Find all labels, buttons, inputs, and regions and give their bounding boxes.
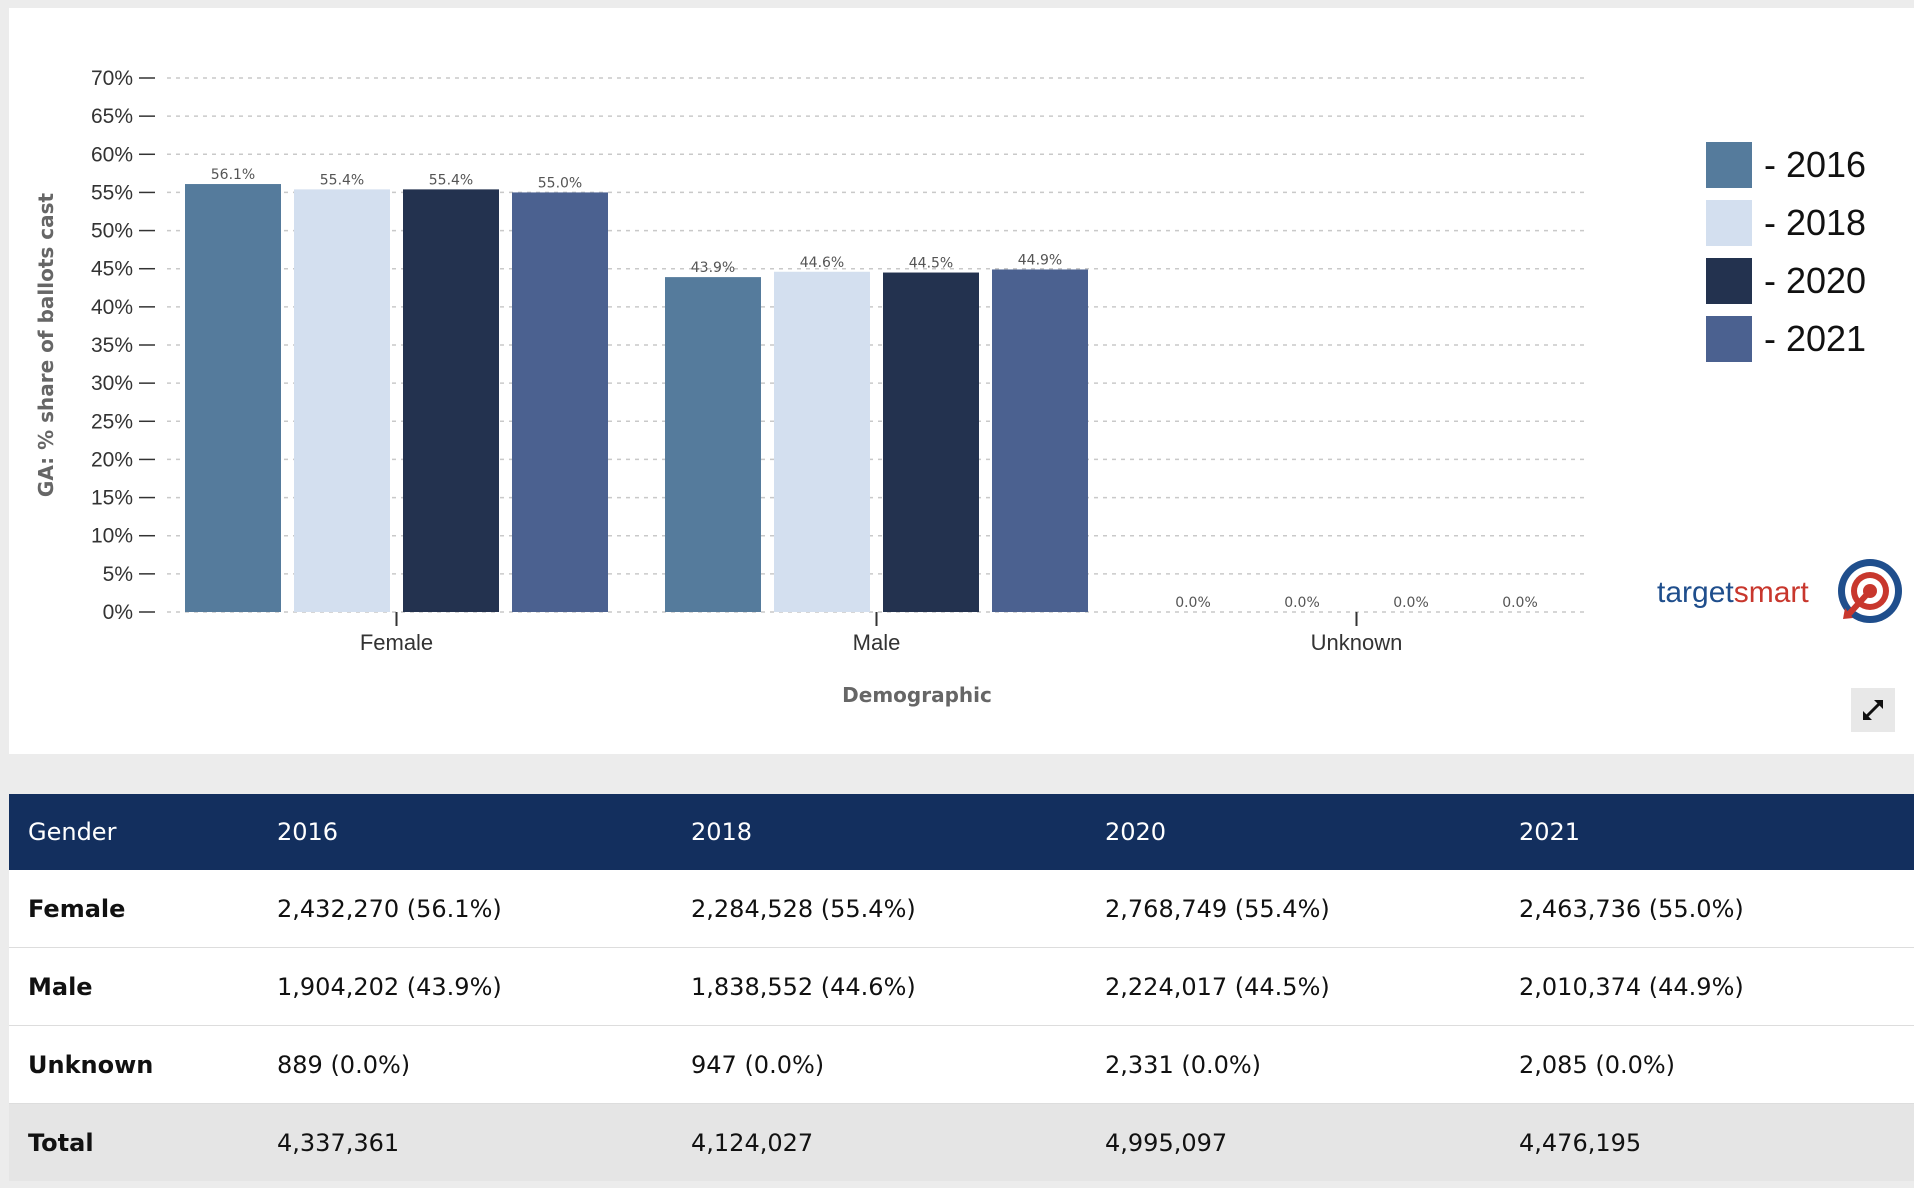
data-label: 0.0%: [1175, 595, 1211, 611]
y-tick-label: 25%: [91, 410, 133, 433]
table-cell: 4,337,361: [258, 1103, 672, 1181]
legend-item-2018: - 2018: [1706, 194, 1866, 252]
expand-button[interactable]: [1851, 688, 1895, 732]
bar-2021-female: [512, 192, 608, 612]
y-tick-label: 70%: [91, 67, 133, 90]
column-header-2018: 2018: [672, 794, 1086, 870]
data-label: 55.0%: [538, 175, 582, 191]
data-label: 55.4%: [429, 172, 473, 188]
legend-swatch: [1706, 258, 1752, 304]
logo-text-smart: smart: [1733, 576, 1809, 609]
legend-swatch: [1706, 142, 1752, 188]
legend-label: - 2020: [1764, 260, 1867, 301]
table-cell: 1,904,202 (43.9%): [258, 947, 672, 1026]
bar-2020-male: [883, 272, 979, 612]
bar-2018-male: [774, 271, 870, 612]
legend-item-2020: - 2020: [1706, 252, 1866, 310]
target-logo-icon: [1838, 559, 1902, 623]
table-row-female: Female 2,432,270 (56.1%) 2,284,528 (55.4…: [9, 870, 1914, 948]
table-cell: 889 (0.0%): [258, 1025, 672, 1104]
table-cell: 2,463,736 (55.0%): [1500, 870, 1914, 948]
table-cell: 4,476,195: [1500, 1103, 1914, 1181]
column-header-gender: Gender: [9, 794, 258, 870]
x-axis-label: Demographic: [842, 683, 992, 707]
data-label: 44.6%: [800, 255, 844, 271]
row-label: Male: [9, 947, 258, 1026]
table-cell: 2,284,528 (55.4%): [672, 870, 1086, 948]
table-cell: 2,432,270 (56.1%): [258, 870, 672, 948]
y-tick-label: 45%: [91, 258, 133, 281]
bar-2016-female: [185, 184, 281, 612]
bar-2016-male: [665, 277, 761, 612]
chart-panel: 0% 5% 10% 15% 20% 25% 30% 35% 40% 45% 50% 55% 60% 65%…: [9, 8, 1914, 754]
y-tick-label: 40%: [91, 296, 133, 319]
data-label: 0.0%: [1502, 595, 1538, 611]
table-cell: 2,768,749 (55.4%): [1086, 870, 1500, 948]
data-label: 55.4%: [320, 172, 364, 188]
legend-item-2021: - 2021: [1706, 310, 1866, 368]
legend-label: - 2018: [1764, 202, 1867, 243]
row-label: Female: [9, 870, 258, 948]
y-tick-label: 60%: [91, 143, 133, 166]
data-label: 44.9%: [1018, 252, 1062, 268]
table-row-total: Total 4,337,361 4,124,027 4,995,097 4,47…: [9, 1103, 1914, 1181]
column-header-2021: 2021: [1500, 794, 1914, 870]
y-tick-label: 20%: [91, 448, 133, 471]
data-label: 44.5%: [909, 256, 953, 272]
table-row-male: Male 1,904,202 (43.9%) 1,838,552 (44.6%)…: [9, 947, 1914, 1026]
data-label: 43.9%: [691, 260, 735, 276]
table-header-row: Gender 2016 2018 2020 2021: [9, 794, 1914, 870]
row-label: Unknown: [9, 1025, 258, 1104]
legend-swatch: [1706, 316, 1752, 362]
y-tick-label: 55%: [91, 181, 133, 204]
y-tick-label: 50%: [91, 220, 133, 243]
legend-label: - 2016: [1764, 144, 1867, 185]
bar-2021-male: [992, 269, 1088, 612]
table-cell: 4,124,027: [672, 1103, 1086, 1181]
legend-label: - 2021: [1764, 318, 1867, 359]
table-cell: 2,224,017 (44.5%): [1086, 947, 1500, 1026]
y-tick-label: 35%: [91, 334, 133, 357]
table-cell: 1,838,552 (44.6%): [672, 947, 1086, 1026]
y-tick-label: 30%: [91, 372, 133, 395]
y-axis-label: GA: % share of ballots cast: [34, 192, 58, 497]
x-tick-label: Female: [360, 630, 433, 655]
x-tick-label: Male: [853, 630, 901, 655]
y-tick-label: 10%: [91, 525, 133, 548]
bar-2018-female: [294, 189, 390, 612]
results-table: Gender 2016 2018 2020 2021 Female 2,432,…: [9, 794, 1914, 1181]
y-tick-label: 15%: [91, 487, 133, 510]
expand-arrows-icon: [1862, 699, 1884, 721]
column-header-2020: 2020: [1086, 794, 1500, 870]
y-tick-label: 0%: [103, 601, 133, 624]
table-cell: 947 (0.0%): [672, 1025, 1086, 1104]
table-cell: 2,331 (0.0%): [1086, 1025, 1500, 1104]
legend-swatch: [1706, 200, 1752, 246]
bar-2020-female: [403, 189, 499, 612]
y-tick-label: 5%: [103, 563, 133, 586]
table-row-unknown: Unknown 889 (0.0%) 947 (0.0%) 2,331 (0.0…: [9, 1025, 1914, 1104]
column-header-2016: 2016: [258, 794, 672, 870]
table-cell: 2,010,374 (44.9%): [1500, 947, 1914, 1026]
y-tick-label: 65%: [91, 105, 133, 128]
table-cell: 4,995,097: [1086, 1103, 1500, 1181]
row-label: Total: [9, 1103, 258, 1181]
targetsmart-logo: targetsmart: [1657, 556, 1902, 630]
legend-item-2016: - 2016: [1706, 136, 1866, 194]
logo-text-target: target: [1657, 576, 1734, 609]
data-label: 0.0%: [1284, 595, 1320, 611]
logo-text: targetsmart: [1657, 576, 1809, 610]
data-label: 56.1%: [211, 167, 255, 183]
x-tick-label: Unknown: [1311, 630, 1403, 655]
chart-legend: - 2016 - 2018 - 2020 - 2021: [1706, 136, 1866, 368]
bar-chart: 0% 5% 10% 15% 20% 25% 30% 35% 40% 45% 50% 55% 60% 65%…: [34, 67, 1584, 707]
data-label: 0.0%: [1393, 595, 1429, 611]
table-cell: 2,085 (0.0%): [1500, 1025, 1914, 1104]
